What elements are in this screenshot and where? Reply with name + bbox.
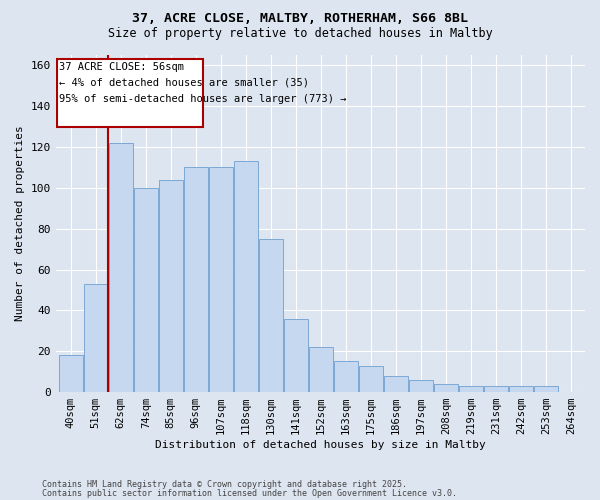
Bar [209, 168, 233, 392]
Text: Size of property relative to detached houses in Maltby: Size of property relative to detached ho… [107, 28, 493, 40]
Bar [509, 386, 533, 392]
Bar [334, 362, 358, 392]
Bar [459, 386, 483, 392]
Bar [359, 366, 383, 392]
Bar [234, 161, 258, 392]
Bar [109, 143, 133, 392]
Bar [434, 384, 458, 392]
Text: Contains public sector information licensed under the Open Government Licence v3: Contains public sector information licen… [42, 489, 457, 498]
Bar [484, 386, 508, 392]
Y-axis label: Number of detached properties: Number of detached properties [15, 126, 25, 322]
Bar [84, 284, 107, 392]
Text: 37 ACRE CLOSE: 56sqm: 37 ACRE CLOSE: 56sqm [59, 62, 184, 72]
Bar [309, 347, 333, 392]
Text: 95% of semi-detached houses are larger (773) →: 95% of semi-detached houses are larger (… [59, 94, 347, 104]
Bar [259, 239, 283, 392]
Bar [134, 188, 158, 392]
Bar [159, 180, 182, 392]
X-axis label: Distribution of detached houses by size in Maltby: Distribution of detached houses by size … [155, 440, 486, 450]
Bar [535, 386, 558, 392]
Bar [409, 380, 433, 392]
Bar [384, 376, 408, 392]
Text: Contains HM Land Registry data © Crown copyright and database right 2025.: Contains HM Land Registry data © Crown c… [42, 480, 407, 489]
Text: ← 4% of detached houses are smaller (35): ← 4% of detached houses are smaller (35) [59, 78, 310, 88]
Bar [184, 168, 208, 392]
Text: 37, ACRE CLOSE, MALTBY, ROTHERHAM, S66 8BL: 37, ACRE CLOSE, MALTBY, ROTHERHAM, S66 8… [132, 12, 468, 26]
FancyBboxPatch shape [57, 59, 203, 126]
Bar [284, 318, 308, 392]
Bar [59, 356, 83, 392]
